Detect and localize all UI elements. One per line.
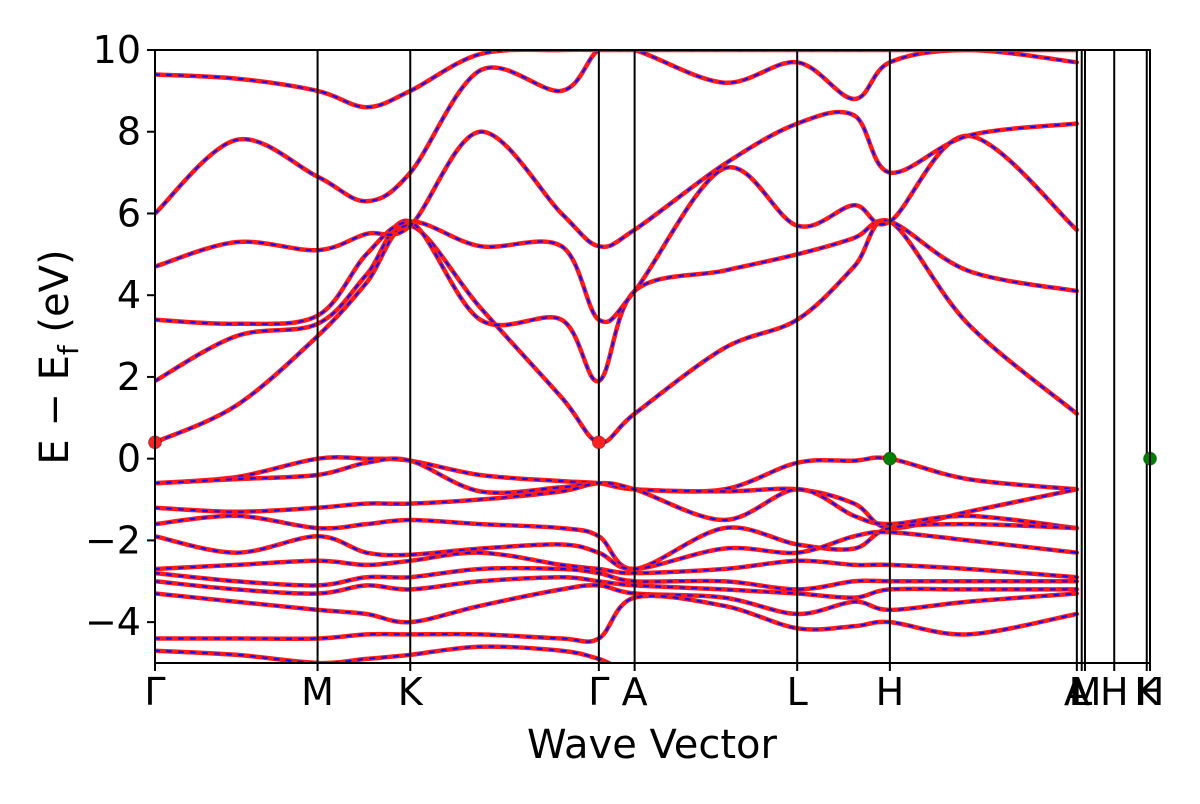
marker-1 <box>591 435 606 450</box>
band-5-line <box>155 50 1080 216</box>
band-6-dash <box>155 50 1078 109</box>
band-6 <box>155 50 1080 110</box>
y-tick-label-7: 10 <box>93 28 141 72</box>
x-tick-label-2: K <box>398 670 424 714</box>
y-axis-title-unit: (eV) <box>32 249 78 345</box>
x-tick-label-11: K <box>1134 670 1160 714</box>
band-17 <box>155 644 614 663</box>
y-tick-label-6: 8 <box>117 110 141 154</box>
x-tick-label-4: A <box>622 670 648 714</box>
y-axis-title-subscript: f <box>52 344 85 355</box>
band-15-dash <box>155 584 1078 624</box>
y-axis-ticks: −4 −2 0 2 4 6 8 10 <box>85 28 155 644</box>
bands-layer <box>155 50 1080 663</box>
y-tick-label-0: −4 <box>85 600 141 644</box>
band-2 <box>155 218 1080 384</box>
x-tick-label-10: H <box>1100 670 1129 714</box>
x-tick-label-8: L <box>1071 670 1092 714</box>
band-5-dash <box>155 50 1078 215</box>
x-tick-label-7: A <box>1064 670 1090 714</box>
band-2-dash <box>155 219 1078 383</box>
plot-frame <box>154 49 1151 664</box>
x-tick-label-9: M <box>1069 670 1102 714</box>
x-tick-label-0: Γ <box>144 670 165 714</box>
y-tick-label-2: 0 <box>117 437 141 481</box>
x-tick-label-5: L <box>787 670 808 714</box>
marker-2 <box>882 451 897 466</box>
band-17-line <box>155 644 614 663</box>
y-tick-label-4: 4 <box>117 273 141 317</box>
x-tick-label-3: Γ <box>588 670 609 714</box>
x-tick-label-1: M <box>301 670 334 714</box>
y-axis-title: E − Ef (eV) <box>32 249 85 464</box>
band-6-line <box>155 50 1080 110</box>
y-tick-label-1: −2 <box>85 518 141 562</box>
band-11-dash <box>155 530 1078 571</box>
x-tick-label-6: H <box>876 670 905 714</box>
y-axis-title-main: E − E <box>32 355 78 465</box>
y-tick-label-5: 6 <box>117 191 141 235</box>
y-tick-label-3: 2 <box>117 355 141 399</box>
band-4-line <box>155 109 1080 269</box>
x-tick-label-12: H <box>1136 670 1165 714</box>
band-8-dash <box>155 457 1078 530</box>
band-5 <box>155 50 1080 216</box>
x-axis-title: Wave Vector <box>527 722 778 768</box>
band-3-dash <box>155 134 1078 326</box>
band-4 <box>155 109 1080 269</box>
